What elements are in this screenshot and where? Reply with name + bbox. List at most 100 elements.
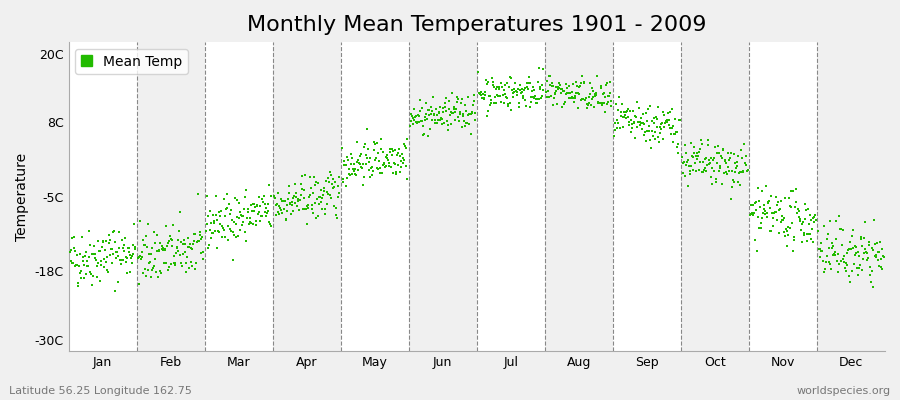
- Point: [220, 191, 234, 197]
- Point: [785, 220, 799, 226]
- Point: [356, 174, 371, 180]
- Point: [447, 106, 462, 113]
- Point: [346, 168, 361, 174]
- Point: [77, 253, 92, 259]
- Point: [569, 90, 583, 96]
- Point: [174, 239, 188, 245]
- Point: [424, 104, 438, 110]
- Point: [274, 196, 288, 202]
- Point: [277, 206, 292, 212]
- Point: [718, 160, 733, 166]
- Point: [496, 92, 510, 98]
- Point: [832, 261, 847, 268]
- Point: [586, 88, 600, 94]
- Point: [492, 86, 507, 92]
- Point: [781, 232, 796, 239]
- Point: [871, 248, 886, 255]
- Point: [857, 234, 871, 241]
- Point: [508, 79, 522, 86]
- Point: [718, 157, 733, 164]
- Point: [148, 269, 163, 275]
- Point: [72, 263, 86, 270]
- Point: [708, 176, 723, 182]
- Point: [574, 80, 589, 86]
- Point: [364, 155, 378, 161]
- Point: [659, 119, 673, 125]
- Point: [372, 158, 386, 164]
- Point: [821, 231, 835, 237]
- Point: [668, 116, 682, 122]
- Point: [793, 216, 807, 222]
- Point: [642, 128, 656, 134]
- Point: [541, 88, 555, 94]
- Point: [116, 257, 130, 263]
- Point: [687, 144, 701, 150]
- Point: [428, 117, 442, 123]
- Point: [609, 124, 624, 131]
- Point: [218, 213, 232, 219]
- Point: [509, 88, 524, 94]
- Point: [193, 232, 207, 238]
- Point: [93, 278, 107, 284]
- Point: [185, 241, 200, 248]
- Point: [754, 188, 769, 194]
- Point: [626, 119, 641, 125]
- Point: [801, 230, 815, 237]
- Point: [688, 160, 702, 166]
- Point: [156, 247, 170, 253]
- Point: [521, 80, 535, 86]
- Point: [190, 238, 204, 245]
- Point: [115, 245, 130, 251]
- Point: [270, 209, 284, 216]
- Point: [436, 120, 451, 126]
- Point: [513, 82, 527, 89]
- Point: [789, 199, 804, 206]
- Point: [221, 201, 236, 208]
- Point: [647, 120, 662, 126]
- Point: [441, 126, 455, 133]
- Point: [429, 120, 444, 126]
- Point: [554, 90, 569, 96]
- Point: [223, 207, 238, 213]
- Point: [75, 234, 89, 240]
- Point: [292, 196, 306, 203]
- Point: [834, 242, 849, 248]
- Point: [597, 100, 611, 106]
- Point: [296, 187, 310, 193]
- Point: [526, 94, 540, 101]
- Point: [528, 100, 543, 106]
- Point: [274, 210, 289, 216]
- Point: [63, 258, 77, 265]
- Point: [456, 113, 471, 119]
- Point: [103, 252, 117, 258]
- Point: [135, 254, 149, 260]
- Point: [323, 168, 338, 175]
- Point: [285, 202, 300, 208]
- Point: [251, 209, 266, 216]
- Point: [796, 230, 811, 236]
- Point: [540, 78, 554, 84]
- Point: [259, 205, 274, 211]
- Point: [213, 212, 228, 219]
- Point: [664, 106, 679, 112]
- Point: [654, 126, 669, 132]
- Point: [360, 154, 374, 161]
- Point: [369, 155, 383, 162]
- Point: [662, 125, 677, 131]
- Point: [580, 102, 595, 108]
- Point: [546, 102, 561, 108]
- Point: [437, 104, 452, 110]
- Point: [261, 201, 275, 207]
- Point: [873, 239, 887, 246]
- Point: [155, 246, 169, 252]
- Point: [161, 240, 176, 246]
- Point: [238, 186, 253, 193]
- Point: [370, 140, 384, 146]
- Point: [226, 229, 240, 235]
- Point: [335, 145, 349, 152]
- Point: [209, 193, 223, 199]
- Point: [855, 243, 869, 249]
- Point: [870, 257, 885, 264]
- Point: [791, 207, 806, 214]
- Point: [460, 112, 474, 118]
